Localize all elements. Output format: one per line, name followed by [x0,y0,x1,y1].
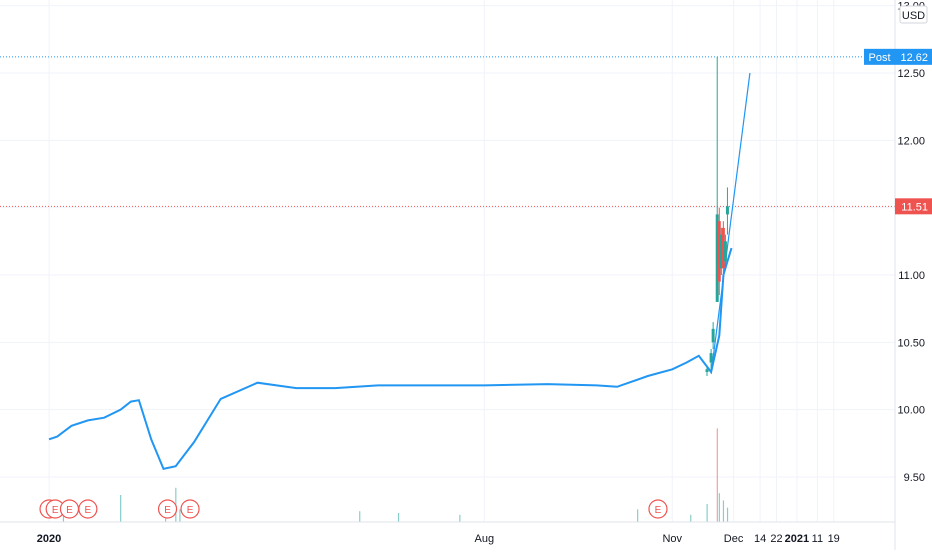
earnings-circle [78,499,98,519]
price-axis-tick-label: 12.00 [897,135,925,147]
price-marker-value: 12.62 [900,52,928,64]
price-axis-tick-label: 12.50 [897,68,925,80]
volume-bar [718,493,720,522]
volume-bar [459,514,461,522]
time-axis-tick-label: Nov [662,533,682,545]
candle-body [725,206,729,215]
volume-bar [397,513,400,522]
earnings-label: E [187,505,194,516]
price-axis-tick-label: 10.50 [897,337,925,349]
price-axis-tick-label: 9.50 [904,472,925,484]
candles [705,56,729,376]
candle-body [711,328,715,343]
price-axis-tick-label: 10.00 [897,405,925,417]
volume-bar [359,511,361,522]
price-marker-value: 11.51 [901,201,928,213]
candle-body [721,227,725,269]
price-marker-value-box [895,48,932,65]
volume-bar [706,504,708,522]
candle-body [717,221,721,282]
trend-line[interactable] [710,72,751,374]
earnings-marker[interactable]: E [78,499,98,519]
earnings-marker[interactable]: E [157,499,178,519]
time-axis-tick-label: 11 [812,533,823,545]
price-marker-lines [0,56,895,207]
grid [0,0,895,522]
candle-body [705,369,709,372]
earnings-marker[interactable]: E [180,499,200,519]
volume-bar [726,507,729,522]
price-marker-labels: Post 12.62 11.51 [864,48,932,215]
moving-average-line [48,247,733,471]
candle-body [715,214,719,302]
trend-line-segment[interactable] [710,72,751,374]
moving-average-series [48,247,733,471]
volume-bar [62,514,65,522]
candle-body [719,234,723,269]
earnings-marker[interactable]: E [59,499,80,519]
candle-body [723,241,727,262]
candle-body [709,353,713,363]
time-axis[interactable]: 2020 Aug Nov Dec 14 22 2021 11 19 [37,533,840,545]
volume-bar [637,509,639,522]
earnings-label: E [655,505,662,516]
earnings-label: E [85,505,92,516]
time-axis-tick-label: 2020 [37,533,61,545]
time-axis-tick-label: 19 [828,533,840,545]
volume-bar [716,428,718,522]
volume-bar [722,500,725,522]
currency-label[interactable]: USD [899,5,928,24]
price-marker-tag-box [864,48,895,65]
time-axis-tick-label: 14 [754,533,766,545]
earnings-label: E [66,505,73,516]
price-axis-tick-label: 11.00 [898,270,925,282]
volume-bar [179,509,181,522]
time-axis-tick-label: 22 [770,533,782,545]
earnings-circle [157,499,178,519]
time-axis-tick-label: Aug [474,533,494,545]
earnings-circle [180,499,200,519]
time-axis-tick-label: Dec [724,533,744,545]
price-marker-tag: Post [868,52,890,64]
price-marker-value-box [895,198,932,215]
earnings-label: E [164,505,171,516]
currency-badge-box[interactable] [899,5,928,24]
time-axis-tick-label: 2021 [785,533,809,545]
earnings-markers[interactable]: EEEEEEE [39,499,668,519]
earnings-label: E [52,505,59,516]
earnings-circle [648,499,668,519]
currency-text: USD [902,10,925,22]
volume-bar [690,514,692,522]
earnings-marker[interactable]: E [648,499,668,519]
volume-bar [120,495,122,522]
